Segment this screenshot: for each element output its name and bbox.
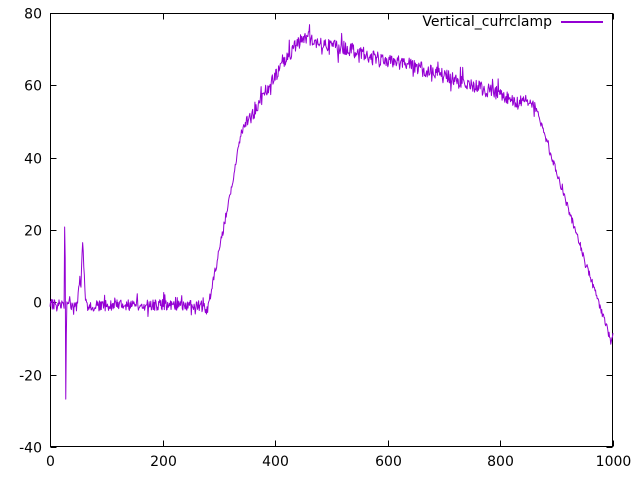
x-tick-label: 400 bbox=[262, 454, 289, 470]
x-tick-label: 0 bbox=[46, 454, 55, 470]
y-tick-label: 0 bbox=[33, 296, 42, 312]
y-tick-label: -20 bbox=[19, 369, 42, 385]
plot-border bbox=[50, 13, 613, 447]
x-tick-label: 200 bbox=[150, 454, 177, 470]
y-tick-label: 20 bbox=[24, 224, 42, 240]
y-tick-label: -40 bbox=[19, 441, 42, 457]
x-tick-label: 800 bbox=[487, 454, 514, 470]
x-tick-label: 600 bbox=[375, 454, 402, 470]
y-tick-label: 60 bbox=[24, 79, 42, 95]
series-line-vertical_currclamp bbox=[49, 24, 614, 400]
y-tick-label: 40 bbox=[24, 152, 42, 168]
y-tick-label: 80 bbox=[24, 7, 42, 23]
x-tick-label: 1000 bbox=[596, 454, 632, 470]
